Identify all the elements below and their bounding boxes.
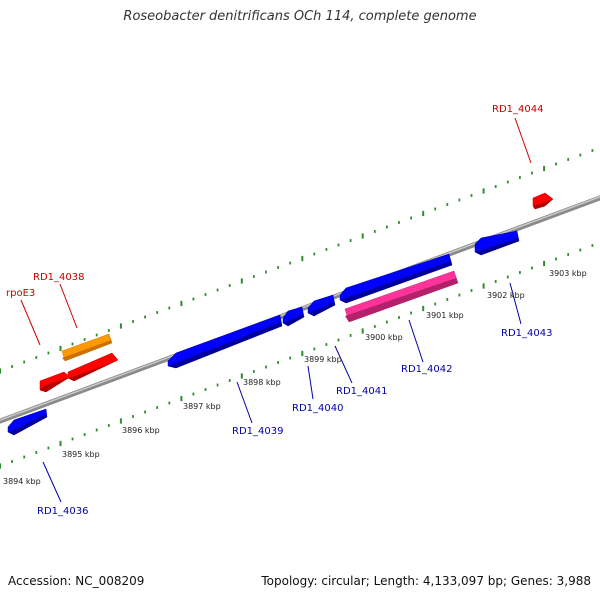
leader-RD1_4039	[236, 381, 253, 424]
gene-RD1_4039-shade	[168, 322, 282, 368]
label-RD1_4042: RD1_4042	[401, 364, 452, 375]
scale-label-3903: 3903 kbp	[549, 269, 587, 278]
label-RD1_4044: RD1_4044	[492, 104, 543, 115]
scale-labels: 3894 kbp 3895 kbp 3896 kbp 3897 kbp 3898…	[3, 269, 587, 486]
gene-rpoE3-shade	[40, 377, 70, 392]
label-RD1_4043: RD1_4043	[501, 328, 552, 339]
scale-label-3900: 3900 kbp	[365, 333, 403, 342]
scale-label-3894: 3894 kbp	[3, 477, 41, 486]
gene-pink-shade	[345, 278, 458, 322]
label-RD1_4041: RD1_4041	[336, 386, 387, 397]
reverse-strand-ticks	[0, 244, 594, 469]
gene-labels: rpoE3 RD1_4038 RD1_4044 RD1_4036 RD1_403…	[6, 104, 552, 517]
leader-RD1_4043	[509, 282, 522, 325]
scale-label-3899: 3899 kbp	[304, 355, 342, 364]
gene-RD1_4036-shade	[8, 414, 47, 435]
reverse-genes	[7, 230, 520, 436]
label-rpoE3: rpoE3	[6, 288, 35, 299]
gene-RD1_4038-shade	[68, 360, 118, 381]
accession-label: Accession: NC_008209	[8, 574, 145, 588]
scale-label-3896: 3896 kbp	[122, 426, 160, 435]
gene-RD1_4044-shade	[533, 199, 553, 209]
forward-genes	[39, 192, 554, 393]
label-RD1_4040: RD1_4040	[292, 403, 343, 414]
scale-label-3898: 3898 kbp	[243, 378, 281, 387]
leader-rpoE3	[20, 299, 41, 346]
gene-RD1_4042-shade	[340, 261, 452, 303]
scale-label-3902: 3902 kbp	[487, 291, 525, 300]
gene-RD1_4043-shade	[475, 238, 519, 255]
page-title: Roseobacter denitrificans OCh 114, compl…	[123, 9, 477, 24]
gene-RD1_4040-shade	[283, 314, 304, 326]
gene-RD1_4041-shade	[308, 302, 335, 316]
leader-RD1_4038	[59, 283, 78, 329]
leader-RD1_4040	[307, 365, 314, 400]
gene-orange-shade	[62, 340, 112, 361]
label-RD1_4039: RD1_4039	[232, 426, 283, 437]
label-leaders	[20, 117, 532, 503]
scale-label-3897: 3897 kbp	[183, 402, 221, 411]
leader-RD1_4042	[408, 319, 424, 363]
label-RD1_4038: RD1_4038	[33, 272, 84, 283]
scale-label-3895: 3895 kbp	[62, 450, 100, 459]
forward-strand-ticks	[0, 149, 594, 374]
scale-label-3901: 3901 kbp	[426, 311, 464, 320]
leader-RD1_4036	[42, 461, 62, 503]
label-RD1_4036: RD1_4036	[37, 506, 88, 517]
genome-summary: Topology: circular; Length: 4,133,097 bp…	[261, 574, 591, 588]
leader-RD1_4044	[514, 117, 532, 164]
leader-RD1_4041	[334, 345, 353, 384]
